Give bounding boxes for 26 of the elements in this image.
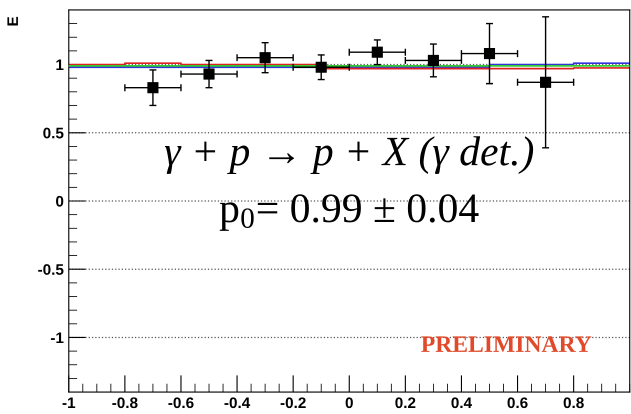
- x-tick-label: -0.4: [224, 397, 250, 408]
- point: [428, 54, 439, 66]
- y-tick-label: -0.5: [38, 264, 64, 275]
- point: [316, 62, 327, 73]
- y-axis-title: E: [7, 16, 18, 26]
- point: [203, 68, 215, 80]
- y-tick-label: 1: [56, 60, 64, 70]
- point: [484, 48, 496, 60]
- annotation: p$_{0}$= 0.99 ± 0.04: [220, 194, 479, 231]
- point: [372, 46, 383, 58]
- x-tick-label: -0.2: [280, 397, 306, 408]
- x-tick-label: 0.6: [508, 397, 528, 408]
- x-tick-label: -0.8: [112, 397, 138, 408]
- point: [260, 52, 271, 64]
- annotation: PRELIMINARY: [421, 336, 592, 352]
- point: [147, 82, 158, 94]
- x-tick-label: 0.8: [564, 397, 584, 408]
- x-tick-label: -0.6: [168, 397, 194, 408]
- x-tick-label: 0: [346, 397, 353, 408]
- y-tick-label: 0.5: [43, 128, 64, 138]
- annotation: γ + p → p + X (γ det.): [164, 136, 534, 174]
- x-tick-label: 0.2: [395, 397, 416, 408]
- y-tick-label: -1: [50, 332, 64, 344]
- y-tick-label: 0: [56, 196, 64, 207]
- point: [540, 76, 552, 88]
- x-tick-label: 0.4: [451, 397, 472, 408]
